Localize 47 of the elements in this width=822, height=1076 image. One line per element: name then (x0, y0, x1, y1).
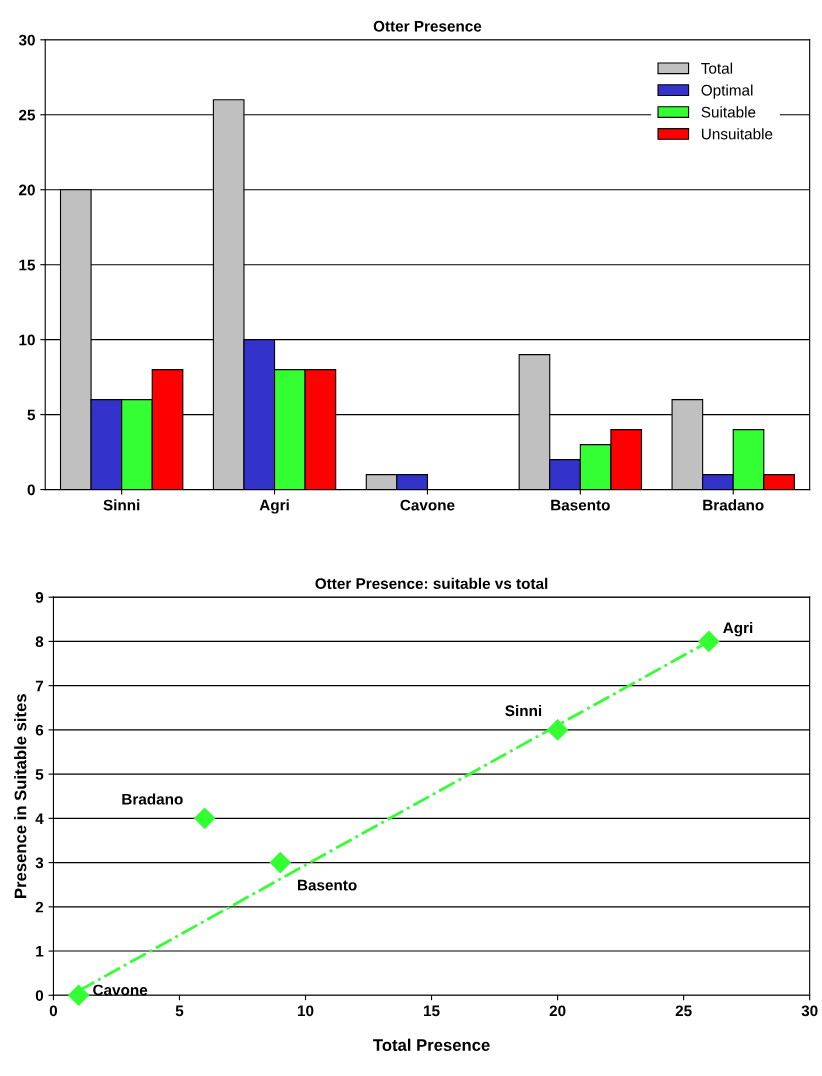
chart-title: Otter Presence (373, 20, 482, 32)
annotation: Bradano (122, 793, 183, 805)
x-tick-label: 20 (549, 1005, 566, 1017)
y-tick-label: 3 (35, 857, 44, 869)
chart-title: Otter Presence: suitable vs total (315, 577, 548, 589)
y-tick-label: 25 (19, 109, 36, 121)
annotation: Sinni (505, 704, 542, 717)
y-tick-label: 6 (35, 724, 44, 736)
x-tick-label: 10 (297, 1005, 314, 1017)
x-tick-label: 15 (424, 1005, 440, 1017)
point (269, 852, 291, 874)
x-tick-label: Agri (259, 499, 289, 514)
y-tick-label: 1 (36, 946, 44, 957)
y-tick-label: 9 (35, 592, 44, 603)
x-axis-title: Total Presence (373, 1038, 490, 1051)
x-tick-label: 5 (175, 1005, 184, 1017)
annotation: Agri (723, 622, 753, 637)
legend-label: Total (701, 62, 733, 74)
x-tick-label: Bradano (703, 499, 764, 511)
x-tick-label: 25 (675, 1005, 692, 1017)
point (194, 807, 216, 829)
x-tick-label: 0 (49, 1005, 58, 1017)
legend-label: Suitable (701, 106, 756, 118)
y-tick-label: 5 (27, 409, 36, 421)
y-tick-label: 20 (19, 184, 35, 196)
x-tick-label: Basento (551, 499, 610, 511)
y-tick-label: 7 (35, 680, 44, 692)
y-tick-label: 10 (19, 334, 35, 346)
y-tick-label: 5 (35, 769, 44, 780)
annotation: Basento (297, 879, 357, 891)
y-tick-label: 30 (18, 34, 35, 46)
y-tick-label: 4 (35, 813, 44, 824)
y-tick-label: 8 (35, 636, 44, 648)
point (547, 719, 569, 741)
y-tick-label: 0 (27, 484, 35, 496)
legend-label: Optimal (701, 84, 753, 99)
legend-label: Unsuitable (701, 128, 773, 140)
y-tick-label: 2 (35, 901, 44, 913)
x-tick-label: Sinni (103, 499, 140, 511)
x-tick-label: 30 (801, 1005, 818, 1017)
y-axis-title: Presence in Suitable sites (14, 694, 27, 898)
x-tick-label: Cavone (400, 499, 455, 511)
y-tick-label: 0 (35, 990, 44, 1001)
annotation: Cavone (93, 984, 148, 996)
point (68, 984, 90, 1006)
point (698, 630, 720, 652)
y-tick-label: 15 (19, 259, 36, 271)
